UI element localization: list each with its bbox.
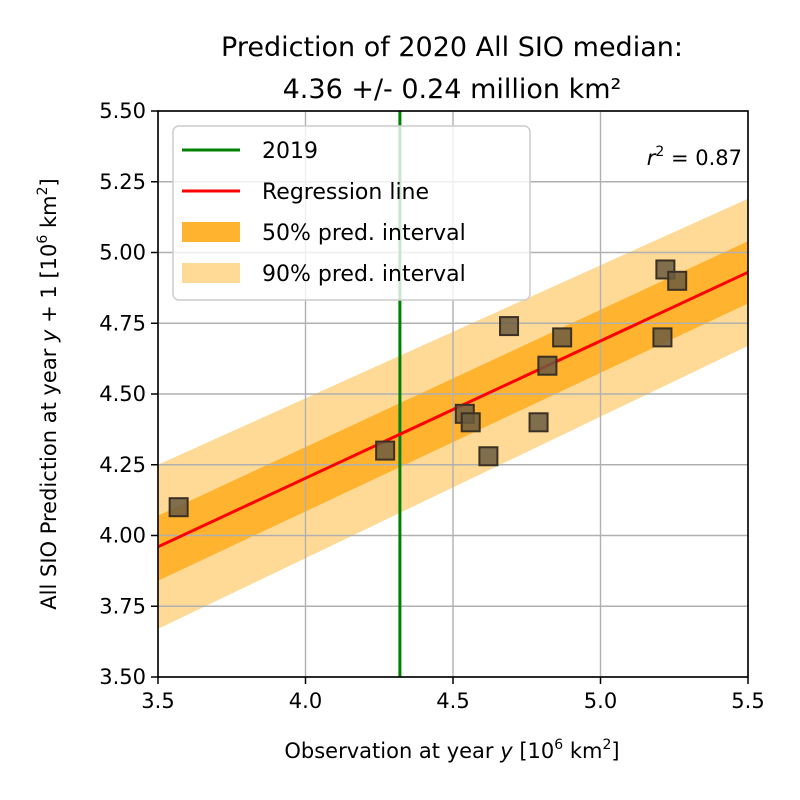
legend-label: 90% pred. interval [262,262,466,287]
y-tick-label: 4.50 [99,382,146,406]
data-point [537,355,558,376]
axis-ticks: 3.5 4.0 4.5 5.0 5.5 3.50 3.75 4.00 4.25 4.50 4.75 5… [99,99,764,713]
legend-patch-swatch [182,263,240,283]
x-axis-label-unit-open: [10 [513,739,555,763]
y-axis-label-mid: + 1 [10 [37,244,61,330]
data-point [460,412,481,433]
r-squared-annotation: r2 = 0.87 [647,144,742,170]
scatter-points [168,259,688,518]
data-point [552,327,573,348]
regression-line [157,270,749,549]
y-tick-label: 5.50 [99,99,146,123]
x-tick-label: 5.0 [584,689,617,713]
x-axis-label: Observation at year y [106 km2] [284,737,619,763]
x-axis-label-unit-exp2: 2 [602,737,611,753]
x-tick-label: 3.5 [141,689,174,713]
x-axis-label-prefix: Observation at year [284,739,500,763]
chart-title-line1: Prediction of 2020 All SIO median: [221,32,683,63]
r-squared-exp: 2 [655,144,664,160]
y-tick-label: 3.50 [99,665,146,689]
legend-box [172,125,531,301]
data-point [478,446,499,467]
x-axis-label-unit-end: ] [611,739,619,763]
legend-patch-swatch [182,222,240,242]
legend-label: 50% pred. interval [262,221,466,246]
data-point [667,270,688,291]
y-axis-label-unit-end: ] [37,178,61,186]
r-squared-var: r [647,146,657,170]
x-axis-label-unit-exp: 6 [554,737,563,753]
data-point [168,497,189,518]
x-axis-label-unit-close: km [563,739,602,763]
y-axis-label-prefix: All SIO Prediction at year [37,342,61,610]
legend-label: Regression line [262,180,429,205]
x-axis-label-var: y [499,739,513,763]
y-tick-label: 5.25 [99,170,146,194]
y-tick-label: 4.75 [99,311,146,335]
data-point [528,412,549,433]
legend-label: 2019 [262,139,318,164]
y-tick-label: 3.75 [99,594,146,618]
y-tick-label: 5.00 [99,241,146,265]
x-tick-label: 4.0 [289,689,322,713]
y-tick-label: 4.00 [99,524,146,548]
y-axis-label-unit-exp: 6 [35,235,51,244]
data-point [499,316,520,337]
y-axis-label-unit-close: km [37,195,61,234]
chart-title-line2: 4.36 +/- 0.24 million km² [283,74,622,105]
data-point [652,327,673,348]
y-axis-label-unit-exp2: 2 [35,186,51,195]
y-axis-label-var: y [37,329,61,343]
legend: 2019 Regression line 50% pred. interval 90%… [172,125,531,301]
x-tick-label: 4.5 [436,689,469,713]
r-squared-value: = 0.87 [664,146,742,170]
data-point [375,440,396,461]
x-tick-label: 5.5 [731,689,764,713]
y-tick-label: 4.25 [99,453,146,477]
y-axis-label: All SIO Prediction at year y + 1 [106 km… [35,178,61,609]
